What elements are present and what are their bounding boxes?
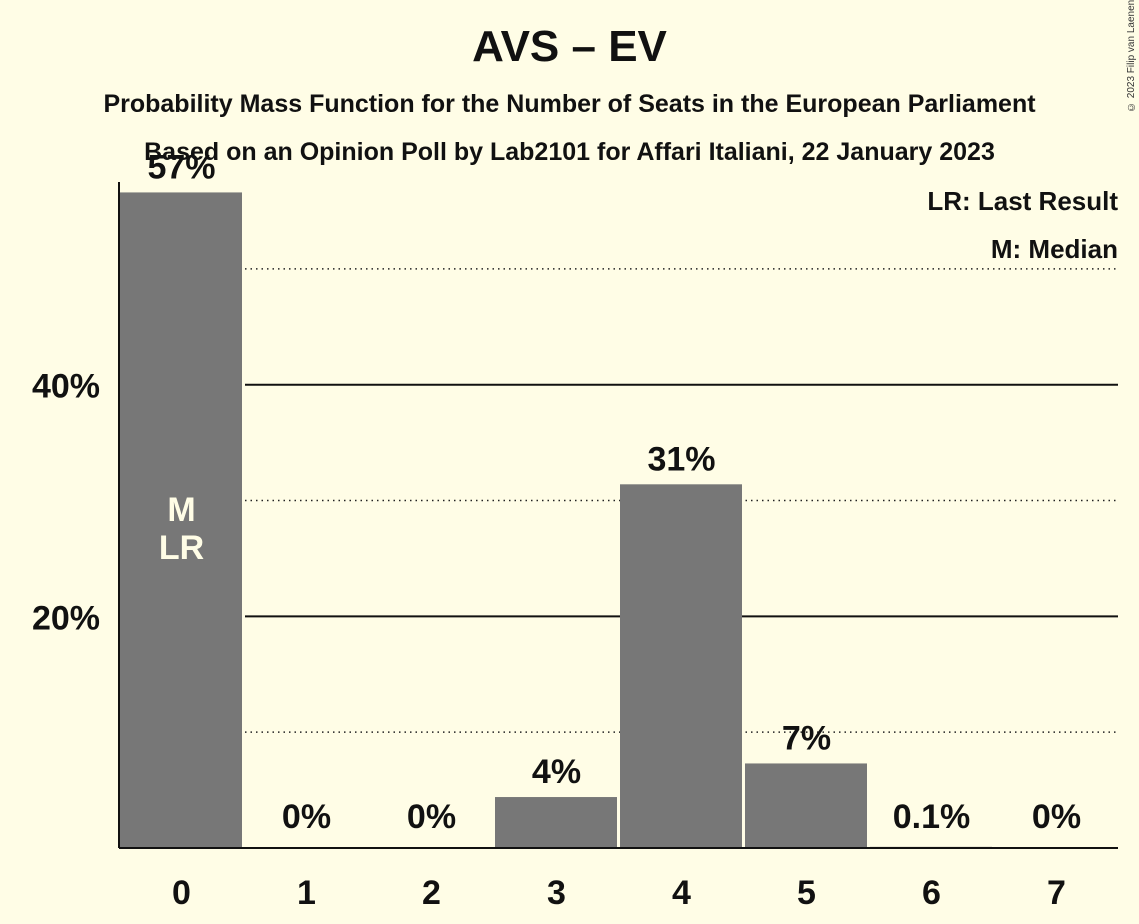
bar <box>620 484 742 848</box>
chart-source: Based on an Opinion Poll by Lab2101 for … <box>144 138 995 166</box>
bar <box>495 797 617 848</box>
x-tick-label: 1 <box>297 874 316 912</box>
bar-value-label: 0% <box>407 798 456 836</box>
last-result-marker: LR <box>159 529 204 567</box>
bar-value-label: 57% <box>147 148 215 186</box>
x-tick-label: 3 <box>547 874 566 912</box>
median-marker: M <box>167 491 195 529</box>
chart-title: AVS – EV <box>472 22 667 71</box>
bar-value-label: 0.1% <box>893 798 971 836</box>
x-tick-label: 6 <box>922 874 941 912</box>
bar-value-label: 0% <box>282 798 331 836</box>
x-tick-label: 4 <box>672 874 691 912</box>
x-tick-label: 7 <box>1047 874 1066 912</box>
legend-entry: M: Median <box>991 234 1118 264</box>
y-tick-label: 40% <box>32 368 100 406</box>
x-tick-label: 0 <box>172 874 191 912</box>
y-tick-label: 20% <box>32 599 100 637</box>
bar <box>745 763 867 848</box>
bar-value-label: 31% <box>647 440 715 478</box>
x-tick-label: 5 <box>797 874 816 912</box>
x-tick-label: 2 <box>422 874 441 912</box>
bar <box>120 192 242 849</box>
bar-value-label: 4% <box>532 753 581 791</box>
bar-value-label: 0% <box>1032 798 1081 836</box>
legend-entry: LR: Last Result <box>927 186 1118 216</box>
bar-value-label: 7% <box>782 719 831 757</box>
chart-subtitle: Probability Mass Function for the Number… <box>103 90 1036 118</box>
